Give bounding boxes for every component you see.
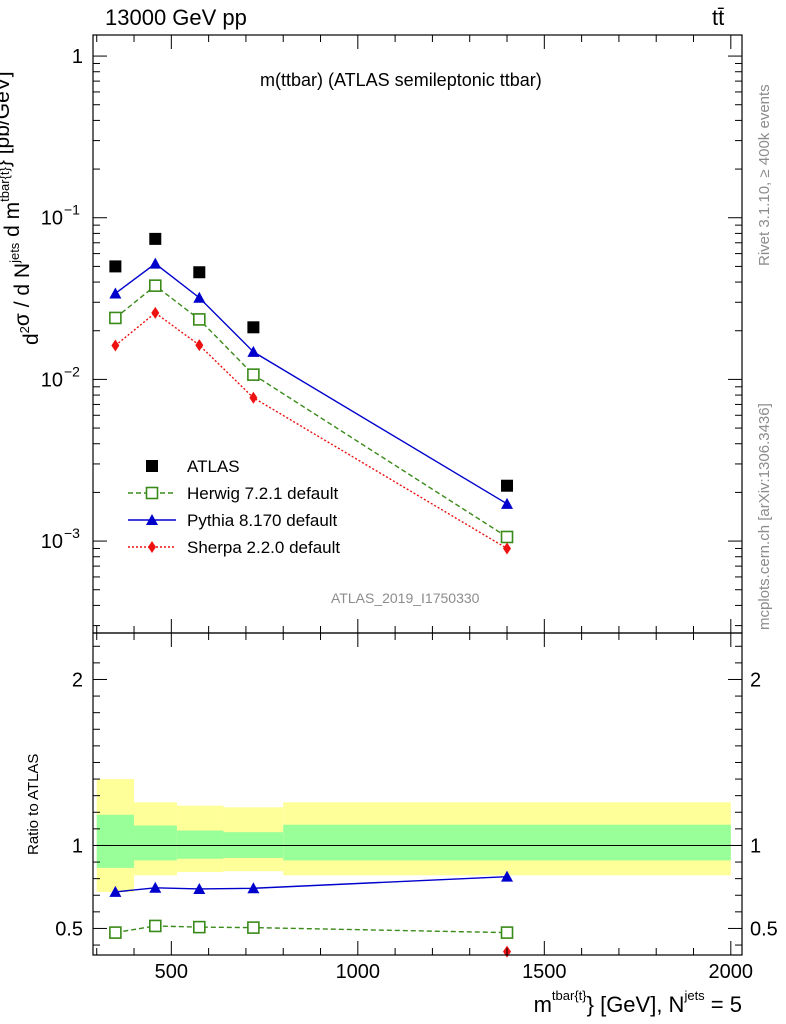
main-point-0-1 xyxy=(149,232,162,245)
ratio-point-0-2 xyxy=(193,920,206,934)
ratio-x-tick-label: 1000 xyxy=(336,961,381,983)
main-point-3-0 xyxy=(111,339,120,352)
ratio-y-tick-label-right: 1 xyxy=(750,835,761,857)
main-point-1-4 xyxy=(500,530,514,544)
ratio-inner-band-1 xyxy=(134,825,177,861)
main-y-tick-exponent: −1 xyxy=(64,202,80,218)
ratio-series-line-0 xyxy=(115,925,508,934)
ratio-point-0-1 xyxy=(148,919,162,933)
ratio-point-1-1 xyxy=(149,881,162,893)
ratio-bands xyxy=(93,779,742,892)
main-point-0-4 xyxy=(501,479,514,492)
ratio-point-0-4 xyxy=(500,926,514,939)
ratio-x-tick-label: 1500 xyxy=(522,961,567,983)
ratio-point-1-2 xyxy=(193,882,206,894)
legend-label-3: Sherpa 2.2.0 default xyxy=(187,538,340,557)
ratio-y-axis-label: Ratio to ATLAS xyxy=(25,753,42,855)
legend-label-2: Pythia 8.170 default xyxy=(187,511,338,530)
main-point-1-1 xyxy=(148,279,162,292)
data-series xyxy=(109,232,514,958)
ratio-series-line-1 xyxy=(115,875,508,893)
main-point-3-1 xyxy=(151,306,160,319)
ratio-y-tick-label: 2 xyxy=(72,669,83,691)
main-y-tick-exponent: −3 xyxy=(64,525,80,541)
legend: ATLAS Herwig 7.2.1 default Pythia 8.170 de… xyxy=(128,457,340,557)
ratio-point-0-0 xyxy=(109,926,122,939)
ratio-y-tick-label: 0.5 xyxy=(55,918,83,940)
ratio-point-1-4 xyxy=(501,870,514,882)
main-point-3-3 xyxy=(249,391,258,404)
main-point-0-0 xyxy=(109,260,122,273)
chart-title: m(ttbar) (ATLAS semileptonic ttbar) xyxy=(260,70,542,90)
ratio-y-tick-label: 1 xyxy=(72,835,83,857)
main-point-3-2 xyxy=(195,339,204,352)
ratio-inner-band-2 xyxy=(176,830,224,859)
main-y-tick-label: 10 xyxy=(41,369,63,391)
rivet-label: Rivet 3.1.10, ≥ 400k events xyxy=(756,84,773,266)
analysis-watermark: ATLAS_2019_I1750330 xyxy=(331,590,480,606)
legend-marker-3 xyxy=(148,541,156,553)
ratio-y-tick-label-right: 0.5 xyxy=(750,918,778,940)
ratio-point-0-3 xyxy=(247,921,260,934)
main-point-2-4 xyxy=(501,497,514,509)
main-y-axis-label: d2σ / d Njets d mtbar{t}} [pb/GeV] xyxy=(0,71,43,345)
main-point-1-3 xyxy=(247,368,260,381)
energy-label: 13000 GeV pp xyxy=(105,5,247,30)
main-y-tick-label: 1 xyxy=(72,46,83,68)
ratio-x-tick-label: 2000 xyxy=(709,961,754,983)
main-point-2-0 xyxy=(109,287,122,299)
main-y-tick-label: 10 xyxy=(41,208,63,230)
main-point-1-0 xyxy=(109,311,122,325)
ratio-inner-band-0 xyxy=(96,814,135,868)
ratio-y-tick-label-right: 2 xyxy=(750,669,761,691)
main-point-3-4 xyxy=(503,542,512,555)
x-axis-label: mtbar{t}} [GeV], Njets = 5 xyxy=(534,988,742,1017)
main-y-tick-exponent: −2 xyxy=(64,363,80,379)
main-y-tick-label: 10 xyxy=(41,531,63,553)
legend-marker-2 xyxy=(146,514,158,525)
main-point-2-3 xyxy=(247,345,260,357)
legend-marker-0 xyxy=(146,460,158,472)
main-point-2-2 xyxy=(193,291,206,303)
legend-label-0: ATLAS xyxy=(187,457,240,476)
process-label: tt̄ xyxy=(712,5,725,30)
legend-marker-1 xyxy=(145,486,159,500)
mcplots-label: mcplots.cern.ch [arXiv:1306.3436] xyxy=(756,403,773,630)
legend-label-1: Herwig 7.2.1 default xyxy=(187,484,338,503)
ratio-point-1-0 xyxy=(109,885,122,897)
main-point-0-3 xyxy=(247,321,260,334)
ratio-x-tick-label: 500 xyxy=(155,961,188,983)
ratio-inner-band-4 xyxy=(283,824,731,861)
main-point-2-1 xyxy=(149,257,162,269)
main-point-1-2 xyxy=(193,313,206,326)
ratio-point-1-3 xyxy=(247,882,260,894)
main-point-0-2 xyxy=(193,266,206,279)
ratio-frame xyxy=(92,632,743,956)
